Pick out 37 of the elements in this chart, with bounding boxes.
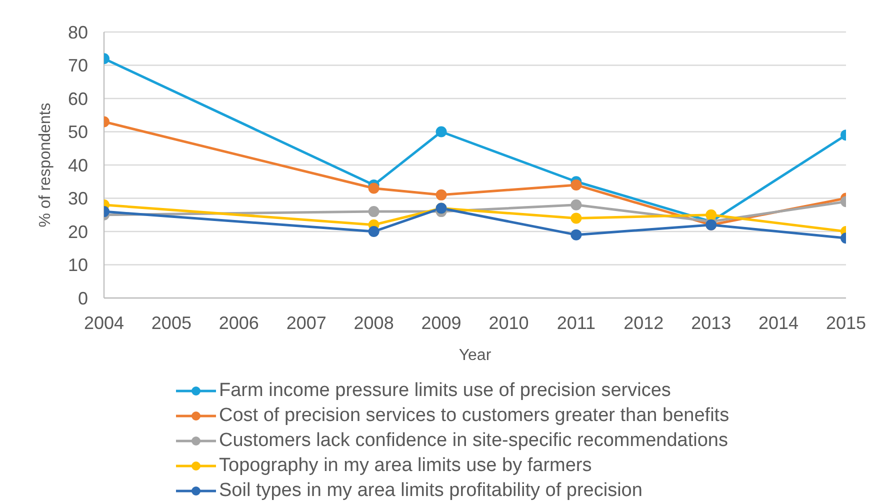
legend-label: Customers lack confidence in site-specific recommendations — [219, 430, 728, 450]
y-tick-label: 50 — [68, 122, 88, 142]
point — [570, 199, 582, 210]
point — [368, 226, 380, 237]
point — [570, 179, 582, 190]
y-tick-label: 10 — [68, 255, 88, 276]
x-tick-label: 2011 — [556, 312, 596, 333]
y-axis-title: % of respondents — [36, 102, 54, 228]
x-tick-label: 2007 — [286, 312, 326, 333]
x-tick-label: 2006 — [218, 312, 259, 333]
point — [436, 189, 447, 200]
x-tick-label: 2010 — [488, 312, 529, 333]
legend-label: Soil types in my area limits profitability of precision — [219, 480, 642, 500]
point — [436, 126, 447, 138]
x-axis-title: Year — [458, 347, 492, 364]
legend-label: Farm income pressure limits use of precision services — [219, 380, 671, 400]
legend-label: Cost of precision services to customers greater than benefits — [219, 404, 730, 426]
legend-label: Topography in my area limits use by farmers — [219, 454, 592, 476]
x-tick-label: 2014 — [758, 312, 799, 333]
x-tick-label: 2015 — [826, 312, 866, 333]
point — [570, 229, 582, 240]
point — [368, 182, 380, 194]
y-tick-label: 60 — [68, 88, 88, 109]
x-tick-label: 2012 — [624, 312, 664, 333]
y-tick-label: 0 — [78, 288, 88, 308]
y-tick-label: 70 — [68, 56, 88, 76]
y-tick-label: 40 — [68, 155, 88, 176]
point — [570, 212, 582, 224]
point — [368, 206, 380, 218]
x-tick-label: 2008 — [354, 312, 394, 333]
x-tick-label: 2005 — [151, 312, 192, 333]
y-tick-label: 30 — [68, 188, 88, 209]
x-tick-label: 2013 — [691, 312, 732, 333]
x-tick-label: 2004 — [84, 312, 124, 333]
y-tick-label: 20 — [68, 222, 88, 242]
y-tick-label: 80 — [68, 22, 88, 42]
x-tick-label: 2009 — [421, 312, 462, 333]
